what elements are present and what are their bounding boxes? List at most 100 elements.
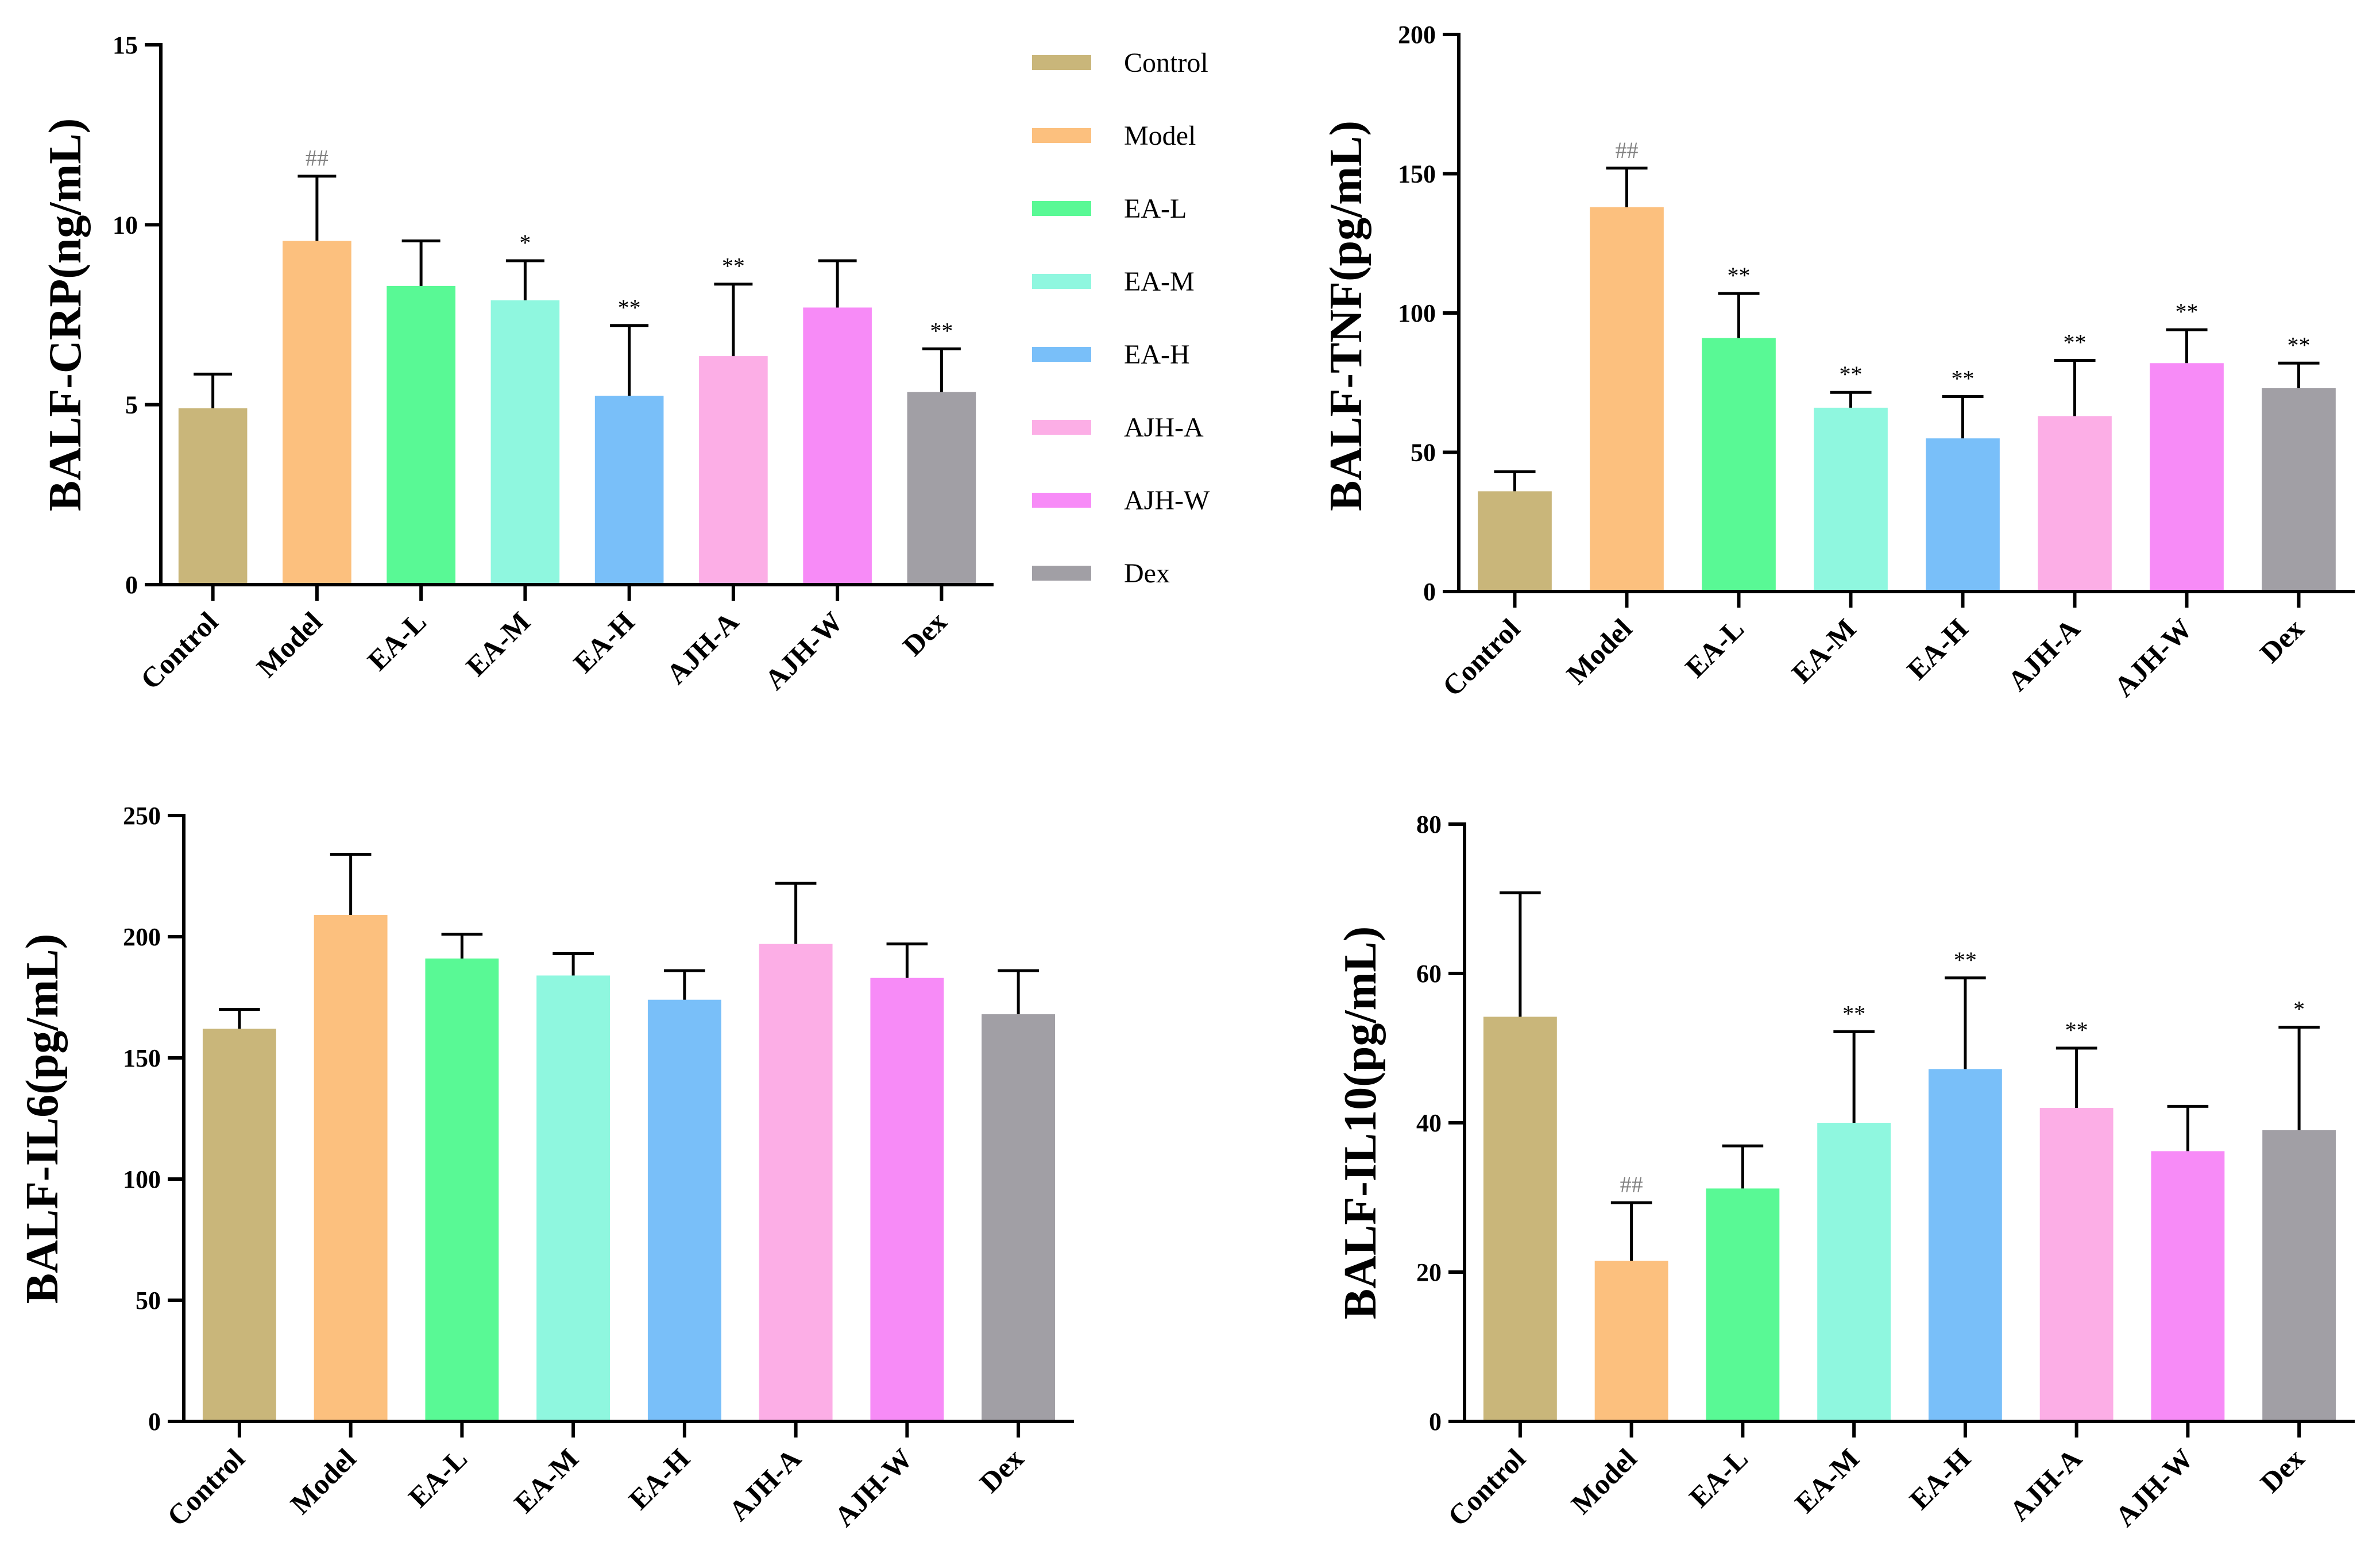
y-axis-title-crp: BALF-CRP(ng/mL)	[40, 118, 91, 511]
legend-label-0: Control	[1124, 48, 1208, 78]
error-bar-il6-0	[219, 1008, 260, 1029]
x-tick-label-il6-5: AJH-A	[722, 1442, 808, 1527]
annotation-il10-3: **	[1842, 1000, 1865, 1026]
y-tick-label-il10-4: 80	[1416, 810, 1442, 838]
y-tick-label-il6-3: 150	[123, 1044, 161, 1072]
error-bar-il10-2	[1722, 1144, 1764, 1189]
error-bar-il6-1	[330, 853, 372, 915]
bar-il6-1	[314, 915, 388, 1421]
x-tick-label-crp-2: EA-L	[361, 605, 432, 677]
error-bar-il10-4	[1945, 976, 1986, 1069]
error-bar-crp-0	[194, 372, 233, 408]
bar-crp-2	[387, 285, 455, 585]
y-tick-label-tnf-0: 0	[1423, 578, 1436, 606]
legend-label-6: AJH-W	[1124, 485, 1210, 516]
x-tick-label-il10-2: EA-L	[1683, 1442, 1754, 1513]
bar-tnf-2	[1702, 338, 1776, 592]
error-bar-il10-7	[2278, 1026, 2320, 1130]
bar-il6-3	[536, 975, 611, 1421]
bar-tnf-3	[1814, 407, 1888, 592]
bar-il10-2	[1706, 1188, 1780, 1421]
annotation-crp-5: **	[722, 253, 745, 279]
annotation-il10-5: **	[2065, 1017, 2088, 1043]
bar-crp-0	[178, 408, 248, 585]
error-bar-tnf-0	[1494, 470, 1536, 492]
x-tick-label-il6-4: EA-H	[623, 1442, 696, 1516]
bar-il6-5	[759, 944, 833, 1421]
legend-swatch-3	[1032, 274, 1091, 289]
annotation-tnf-3: **	[1840, 361, 1863, 387]
annotation-crp-1: ##	[306, 145, 329, 171]
x-tick-label-il10-3: EA-M	[1788, 1442, 1865, 1519]
x-tick-label-tnf-4: EA-H	[1900, 612, 1974, 686]
annotation-tnf-4: **	[1952, 366, 1975, 392]
error-bar-il6-4	[664, 969, 705, 1000]
y-tick-label-crp-3: 15	[113, 31, 138, 59]
bar-il10-5	[2039, 1108, 2114, 1421]
y-tick-label-crp-0: 0	[125, 571, 138, 599]
annotation-tnf-2: **	[1728, 262, 1751, 288]
y-tick-label-tnf-2: 100	[1398, 299, 1436, 327]
legend-swatch-4	[1032, 347, 1091, 362]
error-bar-tnf-7	[2278, 361, 2320, 388]
x-tick-label-crp-4: EA-H	[567, 605, 640, 679]
y-tick-label-il6-1: 50	[136, 1286, 161, 1315]
bar-il10-1	[1594, 1261, 1668, 1421]
error-bar-il10-0	[1500, 891, 1541, 1017]
annotation-crp-4: **	[618, 295, 641, 320]
annotation-il10-1: ##	[1620, 1172, 1643, 1197]
bar-il6-0	[202, 1029, 276, 1421]
chart-tnf: ## ** ** ** ** ** ** 0 50 100 150 200 Control Model EA…	[1321, 21, 2355, 703]
error-bar-il10-1	[1610, 1201, 1652, 1261]
legend-label-1: Model	[1124, 121, 1196, 151]
bar-il10-3	[1817, 1123, 1891, 1421]
annotation-tnf-6: **	[2176, 299, 2199, 324]
x-tick-label-crp-3: EA-M	[459, 605, 536, 682]
x-tick-label-il10-4: EA-H	[1903, 1442, 1977, 1516]
error-bar-il6-7	[998, 969, 1039, 1015]
y-tick-label-il10-2: 40	[1416, 1109, 1442, 1137]
x-tick-label-tnf-2: EA-L	[1679, 612, 1750, 683]
bar-il6-6	[870, 977, 944, 1421]
bar-crp-6	[803, 307, 872, 585]
x-tick-label-tnf-7: Dex	[2254, 612, 2311, 669]
legend-swatch-1	[1032, 128, 1091, 143]
y-axis-title-il6: BALF-IL6(pg/mL)	[17, 934, 68, 1304]
legend-swatch-0	[1032, 55, 1091, 70]
annotation-tnf-5: **	[2064, 329, 2087, 355]
bar-crp-4	[594, 396, 664, 585]
x-tick-label-crp-7: Dex	[897, 605, 953, 662]
bar-il10-7	[2262, 1130, 2336, 1421]
bar-tnf-4	[1926, 438, 2000, 592]
annotation-tnf-1: ##	[1616, 137, 1639, 163]
error-bar-il6-2	[441, 933, 483, 959]
annotation-il10-7: *	[2293, 996, 2305, 1022]
y-tick-label-crp-2: 10	[113, 211, 138, 239]
bar-crp-1	[283, 241, 351, 585]
bar-tnf-0	[1478, 491, 1552, 592]
x-tick-label-crp-1: Model	[250, 605, 329, 683]
x-tick-label-crp-0: Control	[134, 605, 225, 695]
x-tick-label-tnf-1: Model	[1560, 612, 1638, 690]
error-bar-crp-2	[401, 239, 441, 286]
x-tick-label-il6-7: Dex	[973, 1442, 1030, 1499]
bar-crp-7	[907, 392, 976, 585]
x-tick-label-il6-1: Model	[284, 1442, 362, 1520]
y-tick-label-il10-3: 60	[1416, 960, 1442, 988]
x-tick-label-il6-6: AJH-W	[828, 1442, 918, 1532]
x-tick-label-il10-7: Dex	[2254, 1442, 2311, 1499]
y-axis-title-tnf: BALF-TNF(pg/mL)	[1321, 121, 1371, 511]
x-tick-label-il10-1: Model	[1565, 1442, 1643, 1520]
annotation-tnf-7: **	[2288, 332, 2311, 358]
bar-crp-5	[699, 356, 768, 585]
legend-swatch-6	[1032, 493, 1091, 508]
bar-crp-3	[490, 300, 560, 585]
x-tick-label-il10-0: Control	[1442, 1442, 1532, 1532]
y-axis-title-il10: BALF-IL10(pg/mL)	[1335, 926, 1386, 1320]
bar-il6-2	[425, 958, 499, 1421]
legend: Control Model EA-L EA-M EA-H AJH-A AJH-W Dex	[1032, 48, 1210, 589]
error-bar-il6-5	[775, 882, 817, 944]
